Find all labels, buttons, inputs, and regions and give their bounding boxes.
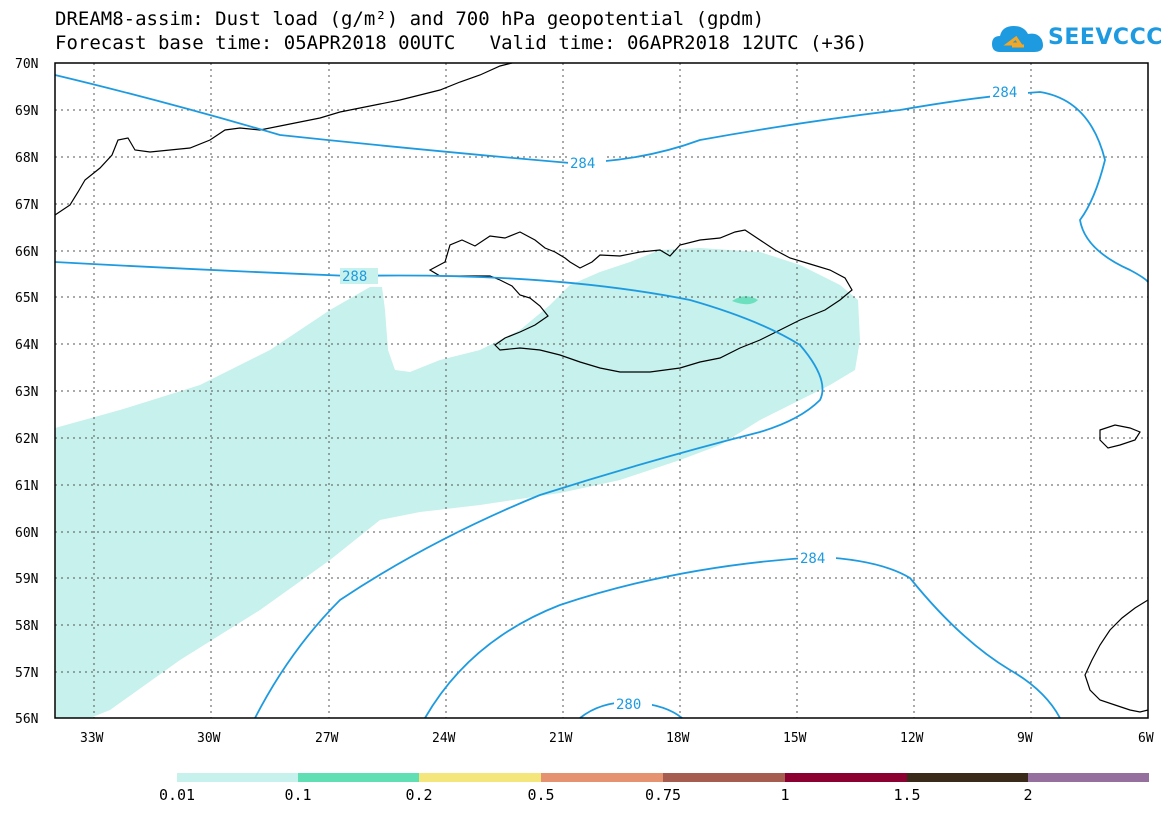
forecast-time-line: Forecast base time: 05APR2018 00UTC Vali… — [55, 32, 868, 54]
contour-label-284-south: 284 — [800, 551, 825, 567]
colorbar-segment — [419, 773, 541, 782]
lat-label: 69N — [15, 104, 38, 119]
lon-label: 12W — [900, 731, 924, 746]
chart-title: DREAM8-assim: Dust load (g/m²) and 700 h… — [55, 8, 765, 30]
contour-label-284-ne: 284 — [992, 85, 1017, 101]
lat-label: 63N — [15, 385, 38, 400]
lat-label: 56N — [15, 712, 38, 727]
lon-label: 9W — [1017, 731, 1033, 746]
faroe-coast — [1099, 424, 1141, 449]
colorbar-label: 1 — [780, 786, 790, 804]
colorbar-segment — [298, 773, 419, 782]
colorbar-label: 0.75 — [644, 786, 682, 804]
lon-label: 21W — [549, 731, 573, 746]
lat-label: 65N — [15, 291, 38, 306]
lon-label: 27W — [315, 731, 339, 746]
greenland-coast — [54, 62, 513, 216]
colorbar-label: 0.2 — [405, 786, 433, 804]
colorbar-segment — [541, 773, 663, 782]
scotland-coast — [1084, 599, 1149, 713]
seevccc-logo: SEEVCCC — [990, 20, 1162, 60]
colorbar-label: 1.5 — [893, 786, 921, 804]
contour-labels: 284 284 288 284 280 — [340, 84, 1028, 713]
contour-label-284-north: 284 — [570, 156, 595, 172]
coastlines — [54, 62, 1149, 713]
contour-label-288: 288 — [342, 269, 367, 285]
map-frame — [54, 62, 1149, 719]
lon-label: 15W — [783, 731, 807, 746]
lon-label: 24W — [432, 731, 456, 746]
contour-284-north — [54, 74, 1149, 283]
lon-label: 6W — [1138, 731, 1154, 746]
cloud-icon — [992, 26, 1043, 52]
lat-label: 59N — [15, 572, 38, 587]
lat-label: 62N — [15, 432, 38, 447]
lon-label: 18W — [666, 731, 690, 746]
colorbar-label: 0.01 — [158, 786, 196, 804]
colorbar — [177, 773, 1149, 782]
lat-label: 64N — [15, 338, 38, 353]
lat-label: 58N — [15, 619, 38, 634]
dust-area-low — [55, 248, 860, 718]
colorbar-label: 0.5 — [527, 786, 555, 804]
colorbar-segment — [177, 773, 298, 782]
longitude-labels: 33W 30W 27W 24W 21W 18W 15W 12W 9W 6W — [80, 731, 1154, 746]
contour-284-south — [424, 556, 1061, 719]
lon-label: 33W — [80, 731, 104, 746]
colorbar-segment — [785, 773, 907, 782]
logo-text: SEEVCCC — [1048, 25, 1163, 50]
colorbar-label: 0.1 — [284, 786, 312, 804]
lat-label: 70N — [15, 57, 38, 72]
contour-label-280: 280 — [616, 697, 641, 713]
lat-label: 60N — [15, 526, 38, 541]
lon-label: 30W — [197, 731, 221, 746]
iceland-coast — [428, 229, 853, 373]
latitude-labels: 70N 69N 68N 67N 66N 65N 64N 63N 62N 61N … — [15, 57, 38, 727]
lat-label: 57N — [15, 666, 38, 681]
colorbar-segment — [907, 773, 1028, 782]
colorbar-label: 2 — [1023, 786, 1033, 804]
lat-label: 68N — [15, 151, 38, 166]
colorbar-segment — [663, 773, 785, 782]
dust-area-mid — [732, 296, 758, 305]
lat-label: 67N — [15, 198, 38, 213]
lat-label: 61N — [15, 479, 38, 494]
lat-label: 66N — [15, 245, 38, 260]
graticule — [55, 63, 1148, 718]
colorbar-segment — [1028, 773, 1149, 782]
